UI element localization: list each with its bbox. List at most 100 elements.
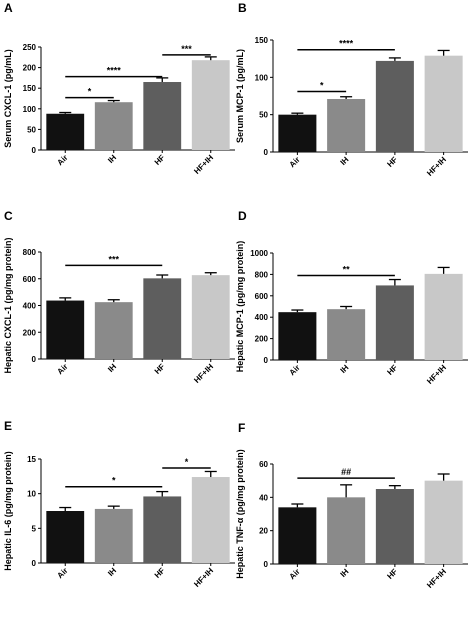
category-label: HF bbox=[153, 362, 167, 376]
y-tick-label: 5 bbox=[32, 524, 37, 533]
y-tick-label: 60 bbox=[259, 460, 268, 469]
category-label: HF+IH bbox=[425, 155, 448, 178]
bar-air bbox=[46, 511, 85, 563]
bar-hf-ih bbox=[191, 60, 230, 150]
y-tick-label: 0 bbox=[32, 146, 37, 155]
significance-marker: *** bbox=[181, 44, 192, 54]
y-tick-label: 250 bbox=[23, 43, 37, 52]
bar-hf-ih bbox=[424, 480, 463, 564]
y-axis-label: Hepatic IL-6 (pg/mg protein) bbox=[3, 451, 13, 571]
category-label: HF+IH bbox=[192, 566, 215, 589]
bar-air bbox=[46, 113, 85, 150]
bar-hf bbox=[375, 489, 414, 564]
y-tick-label: 100 bbox=[23, 105, 37, 114]
bar-ih bbox=[327, 98, 366, 152]
significance-marker: **** bbox=[107, 66, 122, 76]
y-tick-label: 15 bbox=[27, 455, 36, 464]
y-tick-label: 200 bbox=[255, 335, 269, 344]
y-tick-label: 1000 bbox=[250, 249, 268, 258]
bar-ih bbox=[94, 102, 133, 150]
significance-marker: * bbox=[185, 457, 189, 467]
significance-marker: * bbox=[320, 81, 324, 91]
bar-hf-ih bbox=[191, 477, 230, 563]
bar-air bbox=[46, 300, 85, 359]
y-tick-label: 150 bbox=[23, 84, 37, 93]
bar-hf bbox=[375, 60, 414, 153]
category-label: Air bbox=[55, 566, 69, 580]
bar-hf bbox=[143, 496, 182, 563]
y-tick-label: 150 bbox=[255, 36, 269, 45]
y-axis-label: Serum MCP-1 (pg/mL) bbox=[235, 49, 245, 143]
category-label: IH bbox=[339, 155, 351, 167]
category-label: HF bbox=[153, 566, 167, 580]
category-label: IH bbox=[106, 566, 118, 578]
bar-air bbox=[278, 114, 317, 152]
y-axis-label: Hepatic CXCL-1 (pg/mg protein) bbox=[3, 237, 13, 373]
panel-letter: C bbox=[4, 209, 13, 223]
y-tick-label: 100 bbox=[255, 73, 269, 82]
y-tick-label: 600 bbox=[23, 275, 37, 284]
panel-b-serum-mcp1: B 0 50 100 150 Serum MCP-1 (pg/mL) Air IH HF HF+I… bbox=[235, 1, 468, 178]
category-label: IH bbox=[339, 363, 351, 375]
category-label: Air bbox=[288, 567, 302, 581]
y-tick-label: 0 bbox=[264, 148, 269, 157]
bar-ih bbox=[94, 508, 133, 563]
y-tick-label: 800 bbox=[255, 270, 269, 279]
significance-marker: * bbox=[88, 87, 92, 97]
bar-ih bbox=[94, 302, 133, 359]
y-tick-label: 800 bbox=[23, 248, 37, 257]
panel-letter: F bbox=[238, 421, 245, 435]
significance-marker: ** bbox=[343, 264, 351, 274]
y-tick-label: 200 bbox=[23, 328, 37, 337]
significance-marker: **** bbox=[339, 39, 354, 49]
category-label: IH bbox=[339, 567, 351, 579]
category-label: Air bbox=[288, 155, 302, 169]
category-label: HF bbox=[385, 363, 399, 377]
category-label: HF bbox=[153, 153, 167, 167]
y-tick-label: 600 bbox=[255, 292, 269, 301]
y-tick-label: 50 bbox=[259, 111, 268, 120]
bar-hf-ih bbox=[424, 273, 463, 360]
category-label: Air bbox=[288, 363, 302, 377]
category-label: HF+IH bbox=[425, 567, 448, 590]
y-tick-label: 10 bbox=[27, 490, 36, 499]
y-tick-label: 200 bbox=[23, 64, 37, 73]
bar-ih bbox=[327, 497, 366, 564]
y-axis-label: Hepatic MCP-1 (pg/mg protein) bbox=[235, 241, 245, 373]
bar-hf bbox=[143, 82, 182, 150]
y-tick-label: 50 bbox=[27, 125, 36, 134]
y-tick-label: 20 bbox=[259, 527, 268, 536]
category-label: HF+IH bbox=[192, 362, 215, 385]
bar-hf-ih bbox=[191, 275, 230, 359]
category-label: HF+IH bbox=[425, 363, 448, 386]
panel-letter: D bbox=[238, 209, 247, 223]
bar-hf bbox=[375, 285, 414, 360]
bar-hf bbox=[143, 278, 182, 359]
y-tick-label: 0 bbox=[32, 559, 37, 568]
bar-ih bbox=[327, 309, 366, 360]
category-label: IH bbox=[106, 362, 118, 374]
significance-marker: *** bbox=[108, 254, 119, 264]
significance-marker: * bbox=[112, 476, 116, 486]
bar-air bbox=[278, 312, 317, 360]
bar-air bbox=[278, 507, 317, 564]
category-label: HF+IH bbox=[192, 153, 215, 176]
bar-hf-ih bbox=[424, 55, 463, 152]
y-tick-label: 0 bbox=[264, 560, 269, 569]
significance-marker: ## bbox=[341, 467, 351, 477]
category-label: HF bbox=[385, 567, 399, 581]
y-tick-label: 400 bbox=[255, 313, 269, 322]
y-tick-label: 0 bbox=[32, 355, 37, 364]
panel-letter: E bbox=[4, 419, 12, 433]
panel-letter: B bbox=[238, 1, 247, 15]
panel-e-hepatic-il6: E 0 5 10 15 Hepatic IL-6 (pg/mg protein) Air IH… bbox=[3, 419, 235, 589]
category-label: IH bbox=[106, 153, 118, 165]
y-tick-label: 40 bbox=[259, 493, 268, 502]
panel-letter: A bbox=[4, 1, 13, 15]
panel-d-hepatic-mcp1: D 0 200 400 600 800 1000 Hepatic MCP-1 (pg/mg p… bbox=[235, 209, 468, 386]
y-axis-label: Serum CXCL-1 (pg/mL) bbox=[3, 49, 13, 148]
panel-a-serum-cxcl1: A 0 50 100 150 200 250 Serum CXCL-1 (pg/mL) Air I… bbox=[3, 1, 235, 176]
category-label: Air bbox=[55, 362, 69, 376]
y-tick-label: 400 bbox=[23, 302, 37, 311]
